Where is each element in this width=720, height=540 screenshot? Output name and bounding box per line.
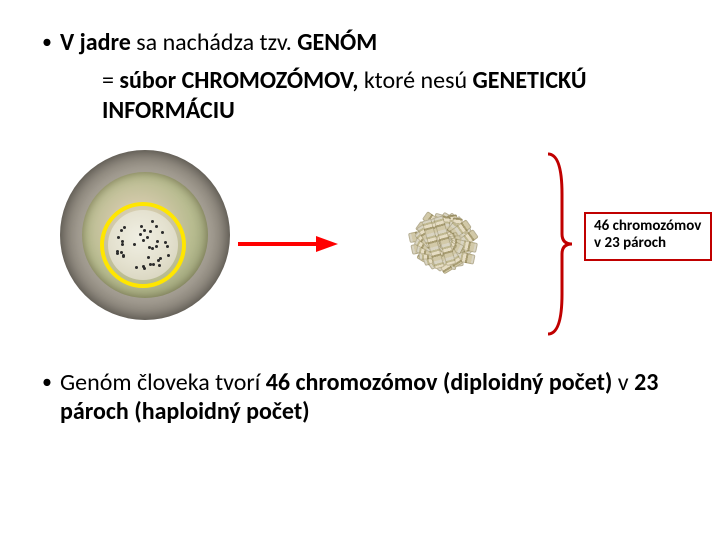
bullet-1-bold-b: GENÓM	[297, 28, 377, 57]
cell-illustration	[60, 150, 230, 320]
chromosome-count-label: 46 chromozómov v 23 pároch	[584, 212, 712, 261]
bullet-2-b1: 46 chromozómov (diploidný počet)	[266, 368, 613, 397]
label-line-1: 46 chromozómov	[594, 218, 702, 235]
sub-pre: =	[102, 66, 119, 95]
arrow-icon	[238, 234, 338, 254]
bullet-1-mid: sa nachádza tzv.	[131, 28, 297, 57]
nucleus-highlight-ring	[100, 202, 186, 288]
sub-mid: ktoré nesú	[364, 66, 473, 95]
bullet-2-text: Genóm človeka tvorí 46 chromozómov (dipl…	[60, 368, 678, 427]
label-line-2: v 23 pároch	[594, 235, 702, 252]
sub-line: = súbor CHROMOZÓMOV, ktoré nesú GENETICK…	[102, 66, 678, 126]
bullet-dot: •	[42, 28, 60, 56]
bullet-2-pre: Genóm človeka tvorí	[60, 368, 266, 397]
diagram-row: 46 chromozómov v 23 pároch	[42, 142, 678, 352]
bracket-icon	[546, 150, 574, 338]
karyotype-diagram	[334, 142, 544, 342]
bullet-1: • V jadre sa nachádza tzv. GENÓM	[42, 28, 678, 58]
bullet-dot: •	[42, 368, 60, 396]
bullet-1-text: V jadre sa nachádza tzv. GENÓM	[60, 28, 377, 58]
bullet-2-mid: v	[612, 368, 634, 397]
bullet-2: • Genóm človeka tvorí 46 chromozómov (di…	[42, 368, 678, 427]
sub-b1: súbor CHROMOZÓMOV,	[119, 66, 363, 95]
bullet-1-bold-a: V jadre	[60, 28, 131, 57]
